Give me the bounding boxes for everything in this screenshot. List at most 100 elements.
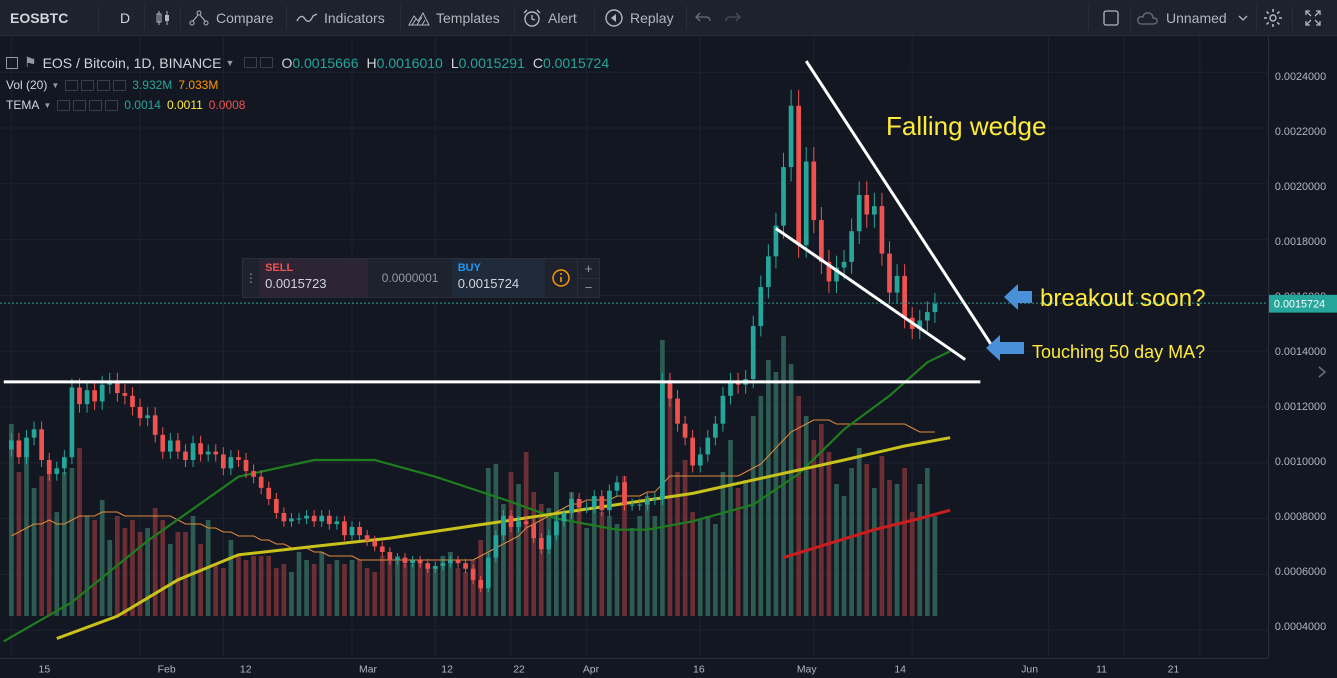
templates-icon [408, 11, 430, 25]
price-chart[interactable]: Falling wedge breakout soon? Touching 50… [0, 36, 1268, 658]
close-icon[interactable] [113, 79, 127, 91]
volume-bar [932, 516, 938, 616]
candle-body [728, 381, 733, 396]
eye-icon[interactable] [244, 57, 258, 68]
candle [819, 207, 824, 274]
alert-button[interactable]: Alert [522, 0, 588, 35]
templates-button[interactable]: Templates [408, 0, 508, 35]
candle-body [122, 393, 128, 396]
indicators-button[interactable]: Indicators [296, 0, 396, 35]
drag-handle-icon[interactable]: ⋮ [245, 271, 258, 285]
volume-bar [364, 568, 370, 616]
minus-icon[interactable]: − [584, 280, 593, 296]
candle [887, 241, 892, 304]
info-button[interactable] [545, 259, 577, 297]
candle [485, 552, 491, 593]
gear-icon[interactable] [73, 99, 87, 111]
eye-icon[interactable] [65, 79, 79, 91]
volume-bar [584, 528, 590, 616]
candle-body [485, 557, 491, 589]
candle-body [364, 535, 370, 541]
volume-bar [387, 560, 393, 616]
volume-bar [561, 520, 567, 616]
gear-icon[interactable] [260, 57, 274, 68]
volume-bar [190, 516, 196, 616]
volume-bar [425, 568, 431, 616]
candle [924, 301, 930, 332]
touching-ma-label[interactable]: Touching 50 day MA? [1032, 342, 1205, 362]
replay-button[interactable]: Replay [604, 0, 682, 35]
gear-icon [1264, 8, 1282, 27]
buy-button[interactable]: BUY 0.0015724 [451, 259, 546, 297]
symbol-title[interactable]: EOS / Bitcoin, 1D, BINANCE [42, 54, 222, 71]
plus-icon[interactable] [89, 99, 103, 111]
volume-bar [440, 556, 446, 616]
candle-body [319, 515, 325, 522]
layout-menu-button[interactable]: Unnamed [1136, 0, 1252, 35]
candle-body [531, 524, 537, 539]
price-tick-label: 0.0018000 [1275, 236, 1326, 248]
volume-bar [251, 556, 256, 616]
volume-bar [516, 484, 521, 616]
chevron-down-icon[interactable]: ▼ [51, 80, 60, 90]
candle-body [357, 526, 362, 536]
chart-style-button[interactable] [150, 0, 176, 35]
sell-button[interactable]: SELL 0.0015723 [259, 259, 369, 297]
volume-bar [531, 492, 537, 616]
toolbar-divider [1256, 6, 1257, 30]
time-tick-label: 12 [240, 664, 252, 675]
candle-body [561, 512, 567, 522]
volume-bar [750, 416, 756, 616]
price-axis[interactable]: 0.0024000 0.0022000 0.0020000 0.0018000 0.00… [1268, 36, 1337, 658]
time-tick-label: 11 [1096, 664, 1107, 675]
collapse-icon[interactable] [6, 56, 18, 69]
wedge-upper-line[interactable] [804, 60, 997, 353]
settings-button[interactable] [1260, 0, 1286, 35]
top-toolbar: EOSBTC D Compare Indicators Templates Al… [0, 0, 1337, 36]
symbol-search-button[interactable]: EOSBTC [6, 0, 96, 35]
volume-bar [39, 476, 44, 616]
touching-arrow-icon[interactable] [986, 335, 1024, 361]
volume-bar [554, 472, 559, 616]
tema-indicator-name[interactable]: TEMA [6, 98, 40, 112]
redo-button[interactable] [722, 0, 744, 35]
candle-body [334, 521, 340, 525]
candle-body [402, 557, 408, 564]
expand-button[interactable] [1298, 0, 1328, 35]
scroll-right-icon[interactable] [1314, 364, 1330, 380]
volume-bar [198, 544, 203, 616]
candle [644, 492, 650, 511]
buy-price: 0.0015724 [457, 276, 520, 291]
plus-icon[interactable]: + [578, 259, 599, 279]
candle [9, 432, 14, 457]
candle-body [410, 560, 415, 564]
chevron-down-icon[interactable]: ▼ [225, 57, 235, 68]
toolbar-divider [514, 6, 515, 30]
plus-icon[interactable] [97, 79, 111, 91]
candle [69, 378, 75, 465]
breakout-arrow-icon[interactable] [1004, 284, 1032, 310]
eye-icon[interactable] [57, 99, 71, 111]
time-axis[interactable]: 15 Feb 12 Mar 12 22 Apr 16 May 14 Jun 11 21 [0, 658, 1268, 678]
close-icon[interactable] [105, 99, 119, 111]
candle [932, 292, 938, 323]
candle [228, 450, 234, 476]
candle [667, 372, 673, 408]
candle-body [902, 275, 907, 318]
interval-button[interactable]: D [110, 0, 140, 35]
candle [758, 275, 764, 337]
candle [501, 510, 506, 541]
compare-button[interactable]: Compare [188, 0, 280, 35]
time-tick-label: Mar [359, 664, 377, 675]
fullscreen-toggle-button[interactable] [1096, 0, 1126, 35]
falling-wedge-label[interactable]: Falling wedge [886, 111, 1046, 141]
chevron-down-icon[interactable]: ▼ [43, 100, 52, 110]
candle-body [622, 482, 627, 505]
breakout-soon-label[interactable]: breakout soon? [1040, 285, 1205, 312]
candle-body [864, 194, 870, 215]
undo-button[interactable] [692, 0, 714, 35]
gear-icon[interactable] [81, 79, 95, 91]
wedge-lower-line[interactable] [775, 227, 967, 361]
volume-bar [281, 564, 287, 616]
volume-indicator-name[interactable]: Vol (20) [6, 78, 48, 92]
